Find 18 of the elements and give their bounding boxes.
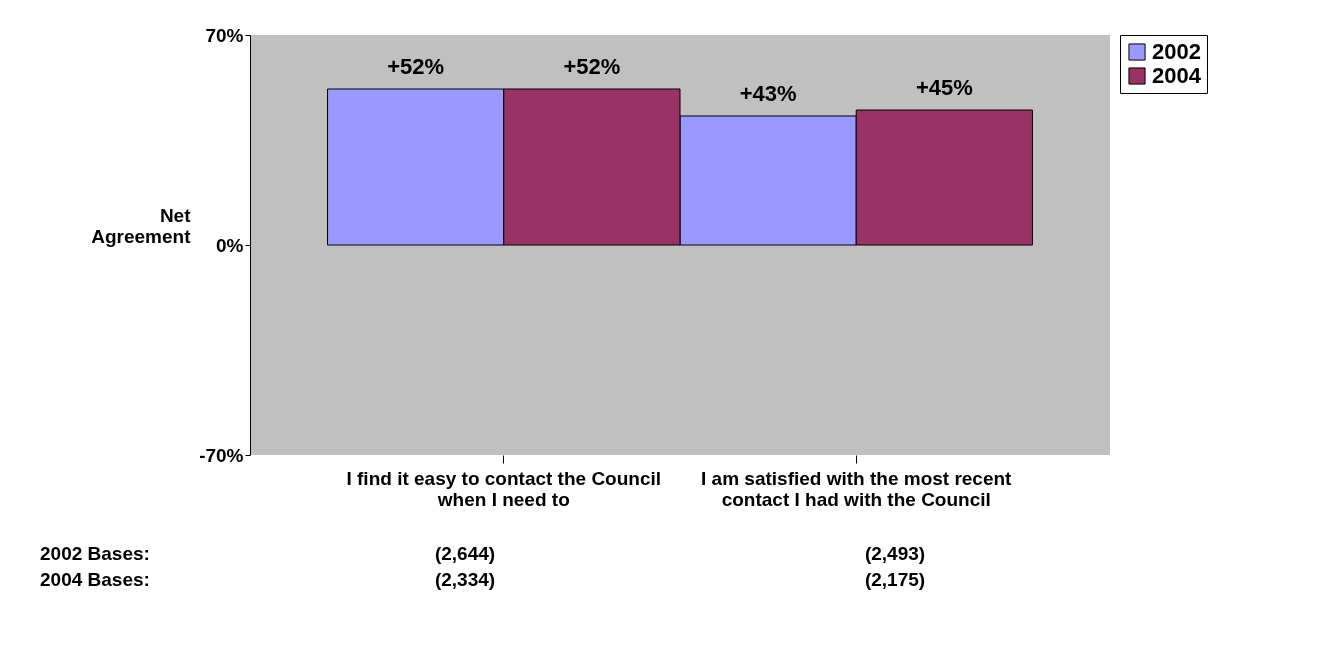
data-label: +45%: [915, 75, 973, 100]
y-tick-label: 70%: [205, 24, 244, 46]
legend-label: 2002: [1152, 39, 1201, 64]
legend-label: 2004: [1152, 63, 1202, 88]
text: (2,644): [433, 542, 497, 566]
text: (2,334): [433, 568, 497, 592]
text: 2002 Bases:: [39, 542, 151, 566]
y-axis-title: Net Agreement: [91, 204, 192, 247]
data-label: +43%: [739, 81, 797, 106]
y-tick-label: -70%: [199, 444, 244, 466]
data-label: +52%: [563, 54, 621, 79]
data-label: +52%: [387, 54, 445, 79]
x-tick-label: I find it easy to contact the Council when I need to: [346, 467, 662, 510]
text: (2,493): [863, 542, 927, 566]
text: (2,175): [863, 568, 927, 592]
text: 2004 Bases:: [39, 568, 151, 592]
x-tick-label: I am satisfied with the most recent contact I had with the Council: [701, 467, 1013, 510]
y-tick-label: 0%: [216, 234, 244, 256]
